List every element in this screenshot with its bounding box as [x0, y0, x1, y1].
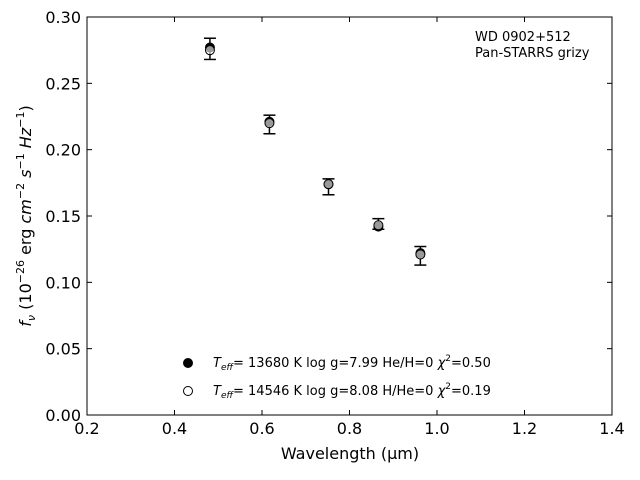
legend-marker-open	[183, 386, 193, 396]
legend-label-da: Teff= 13680 K log g=7.99 He/H=0 χ2=0.50	[213, 354, 491, 373]
y-tick-label: 0.30	[45, 8, 81, 27]
y-tick-label: 0.25	[45, 74, 81, 93]
model-point-open	[415, 249, 426, 260]
model-point-open	[264, 118, 275, 129]
legend: Teff= 13680 K log g=7.99 He/H=0 χ2=0.50 …	[183, 354, 491, 401]
model-point-open	[373, 220, 384, 231]
x-tick-label: 1.2	[512, 419, 537, 438]
model-point-open	[323, 179, 334, 190]
legend-marker-filled	[183, 358, 193, 368]
x-tick-label: 0.2	[74, 419, 99, 438]
y-tick-label: 0.20	[45, 141, 81, 160]
x-tick-label: 0.4	[162, 419, 187, 438]
x-tick-label: 0.8	[337, 419, 362, 438]
axis-ticks	[86, 16, 613, 416]
model-point-open	[204, 45, 215, 56]
y-axis-label: fν (10−26 erg cm−2 s−1 Hz−1)	[14, 105, 38, 326]
x-tick-label: 1.0	[424, 419, 449, 438]
annotation-survey: Pan-STARRS grizy	[475, 46, 590, 61]
y-tick-label: 0.15	[45, 207, 81, 226]
y-tick-label: 0.00	[45, 406, 81, 425]
data-points	[204, 42, 426, 260]
y-tick-label: 0.05	[45, 340, 81, 359]
annotation-object-name: WD 0902+512	[475, 30, 571, 45]
x-tick-label: 1.4	[599, 419, 624, 438]
tick-labels: 0.2 0.4 0.6 0.8 1.0 1.2 1.4 0.00 0.05 0.10 0.15 0.2…	[45, 8, 624, 438]
y-tick-label: 0.10	[45, 273, 81, 292]
legend-label-db: Teff= 14546 K log g=8.08 H/He=0 χ2=0.19	[213, 382, 491, 401]
x-axis-label: Wavelength (μm)	[281, 444, 419, 463]
x-tick-label: 0.6	[249, 419, 274, 438]
